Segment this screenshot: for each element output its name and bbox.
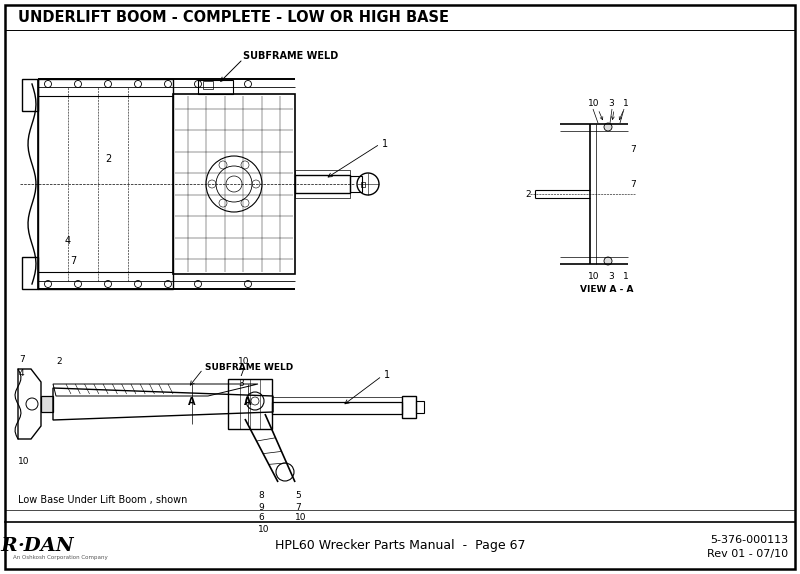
Bar [198, 80, 233, 94]
Text: 10: 10 [18, 457, 30, 467]
Text: 7: 7 [630, 180, 636, 188]
Text: SUBFRAME WELD: SUBFRAME WELD [243, 51, 338, 61]
Text: A: A [188, 397, 196, 407]
Text: An Oshkosh Corporation Company: An Oshkosh Corporation Company [13, 556, 108, 560]
Bar [228, 379, 272, 429]
Bar [203, 81, 213, 89]
Text: HPL60 Wrecker Parts Manual  -  Page 67: HPL60 Wrecker Parts Manual - Page 67 [274, 540, 526, 553]
Bar [38, 79, 173, 289]
Text: 7: 7 [19, 355, 25, 363]
Bar [361, 181, 365, 187]
Bar [22, 79, 38, 111]
Text: A: A [244, 397, 252, 407]
Text: Low Base Under Lift Boom , shown: Low Base Under Lift Boom , shown [18, 495, 187, 505]
Bar [173, 94, 295, 274]
Text: 3: 3 [608, 99, 614, 107]
Text: 8: 8 [258, 491, 264, 501]
Text: 2: 2 [105, 154, 111, 164]
Text: 1: 1 [623, 99, 629, 107]
Text: VIEW A - A: VIEW A - A [580, 285, 634, 293]
Text: JERR: JERR [0, 537, 18, 555]
Text: 6: 6 [258, 514, 264, 522]
Text: 5: 5 [295, 491, 301, 501]
Bar [41, 396, 53, 412]
Text: 10: 10 [588, 272, 599, 281]
Text: 10: 10 [258, 525, 270, 533]
Bar [22, 257, 38, 289]
Text: 7: 7 [295, 502, 301, 511]
Text: 10: 10 [238, 358, 250, 367]
Bar [272, 397, 402, 402]
Bar [416, 401, 424, 413]
Text: 9: 9 [258, 502, 264, 511]
Text: SUBFRAME WELD: SUBFRAME WELD [205, 363, 294, 371]
Bar [295, 170, 350, 198]
Text: 1: 1 [623, 272, 629, 281]
Text: 3: 3 [238, 379, 244, 389]
Text: 10: 10 [588, 99, 599, 107]
Circle shape [604, 257, 612, 265]
Text: 3: 3 [608, 272, 614, 281]
Bar [295, 175, 350, 193]
Bar [350, 176, 362, 192]
Text: 1: 1 [384, 370, 390, 380]
Bar [272, 402, 402, 414]
Text: Rev 01 - 07/10: Rev 01 - 07/10 [707, 549, 788, 559]
Text: 7: 7 [630, 145, 636, 153]
Text: 10: 10 [295, 514, 306, 522]
Bar [402, 396, 416, 418]
Text: ·DAN: ·DAN [18, 537, 74, 555]
Text: 4: 4 [19, 370, 25, 378]
Circle shape [604, 123, 612, 131]
Text: 7: 7 [238, 369, 244, 378]
Text: 7: 7 [70, 256, 76, 266]
Text: 2: 2 [56, 358, 62, 367]
Text: UNDERLIFT BOOM - COMPLETE - LOW OR HIGH BASE: UNDERLIFT BOOM - COMPLETE - LOW OR HIGH … [18, 10, 449, 25]
Text: 5-376-000113: 5-376-000113 [710, 535, 788, 545]
Text: 2: 2 [525, 189, 530, 199]
Text: 4: 4 [65, 236, 71, 246]
Text: 1: 1 [382, 139, 388, 149]
